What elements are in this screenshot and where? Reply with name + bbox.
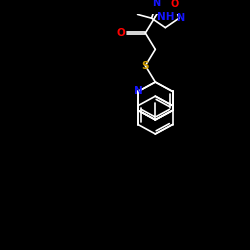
- Text: O: O: [171, 0, 179, 9]
- Text: S: S: [142, 61, 149, 71]
- Text: NH: NH: [157, 12, 175, 22]
- Text: N: N: [152, 0, 160, 8]
- Text: N: N: [176, 13, 184, 23]
- Text: O: O: [116, 28, 125, 38]
- Text: N: N: [134, 86, 142, 97]
